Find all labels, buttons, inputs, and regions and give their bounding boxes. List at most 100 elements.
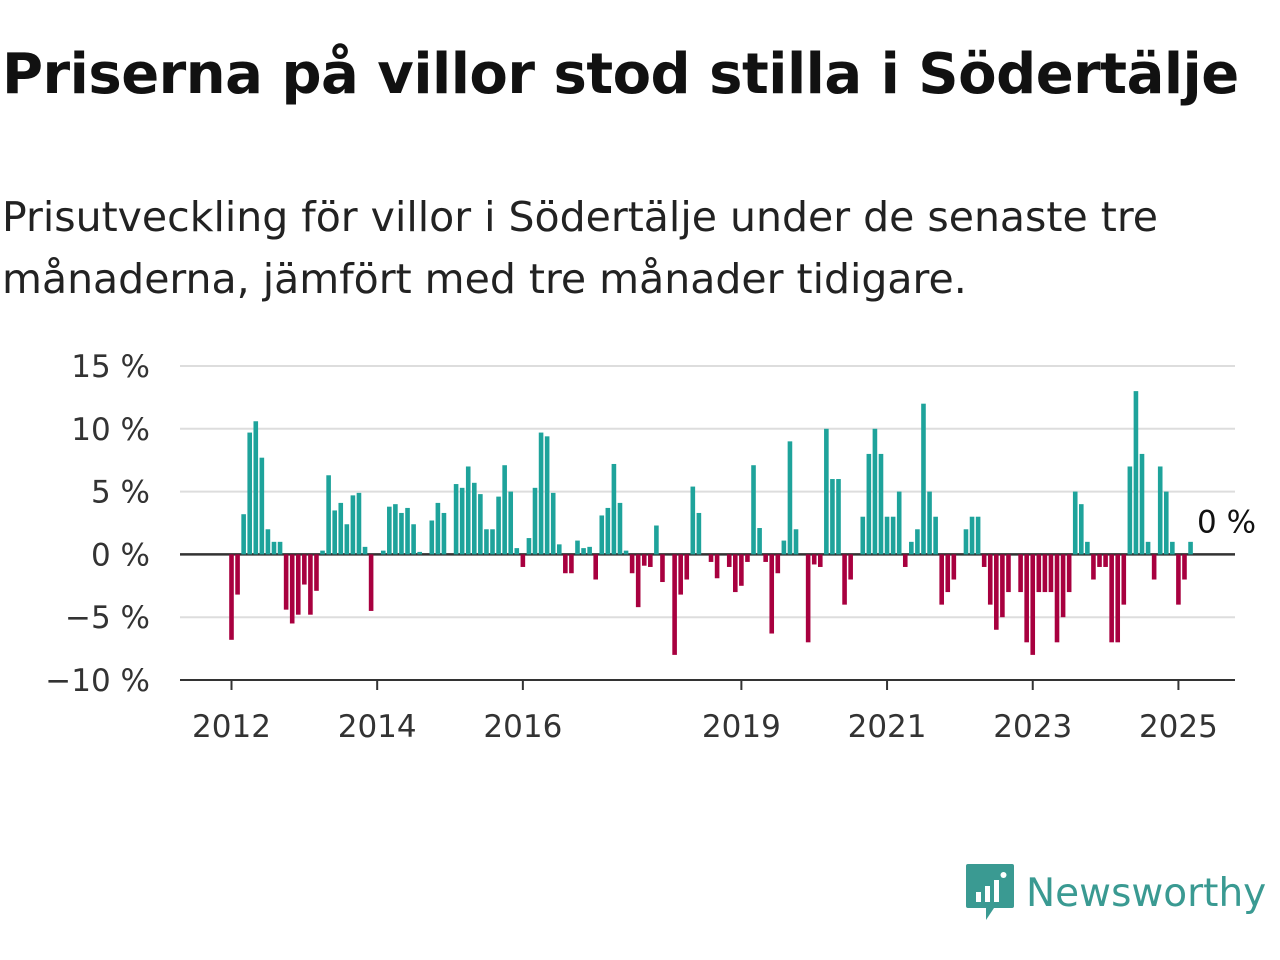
bar	[496, 496, 501, 555]
bar	[629, 554, 635, 574]
bar	[975, 516, 981, 555]
bar	[465, 466, 471, 555]
bar	[635, 554, 641, 608]
bar	[314, 554, 319, 591]
bar	[1170, 541, 1175, 555]
bar	[1127, 466, 1133, 555]
y-tick-label: 0 %	[91, 537, 150, 573]
x-axis: 2012 2014 2016 2019 2021 2023 2025	[180, 679, 1235, 745]
bar	[1000, 554, 1005, 618]
bar	[502, 465, 507, 555]
bar	[569, 554, 574, 574]
bar	[435, 502, 441, 555]
bar	[617, 502, 623, 555]
bar	[556, 544, 562, 555]
bar	[508, 491, 514, 555]
bar	[387, 506, 392, 555]
brand-name: Newsworthy	[1026, 870, 1267, 916]
y-tick-label: −5 %	[65, 600, 150, 636]
bar	[890, 516, 896, 555]
bar	[1121, 554, 1127, 605]
bar	[884, 516, 890, 555]
bar	[532, 487, 538, 555]
bar	[563, 554, 568, 574]
bar	[484, 529, 489, 555]
bar	[326, 475, 331, 555]
bar	[453, 484, 459, 555]
bar	[271, 541, 277, 555]
bar	[951, 554, 957, 580]
bar	[939, 554, 944, 605]
bar	[247, 432, 253, 555]
bar	[763, 554, 768, 562]
bar	[1024, 554, 1029, 643]
bar	[235, 554, 240, 595]
bar	[654, 525, 659, 555]
y-tick-label: 15 %	[71, 349, 150, 385]
bar	[472, 482, 477, 555]
bar-chart: 15 % 10 % 5 % 0 % −5 % −10 % 2012 2014 2016 2019…	[45, 349, 1257, 745]
bar	[678, 554, 683, 595]
bar	[411, 524, 416, 555]
bar	[344, 524, 350, 555]
bar	[1157, 466, 1163, 555]
bar	[726, 554, 732, 567]
bar	[1115, 554, 1121, 643]
bar	[1072, 491, 1078, 555]
bar	[757, 528, 762, 555]
bar	[1163, 491, 1169, 555]
bar	[696, 512, 702, 555]
bar	[1085, 541, 1090, 555]
bar	[969, 516, 975, 555]
bar	[587, 546, 592, 555]
bar	[338, 502, 344, 555]
bar	[660, 554, 665, 583]
bar	[393, 504, 398, 555]
bar	[787, 441, 793, 555]
bar	[405, 507, 410, 555]
bar	[860, 516, 866, 555]
bar	[265, 529, 271, 555]
bar	[945, 554, 951, 593]
bar	[805, 554, 811, 643]
bar	[1060, 554, 1066, 618]
newsworthy-logo[interactable]: Newsworthy	[964, 862, 1266, 924]
bar	[429, 520, 435, 555]
bar	[866, 453, 872, 555]
bar	[593, 554, 598, 580]
bar	[1054, 554, 1060, 643]
x-tick-label: 2025	[1139, 709, 1218, 745]
bar	[878, 453, 884, 555]
bar	[751, 465, 756, 555]
bar	[830, 479, 835, 555]
bar	[283, 554, 289, 610]
bar	[781, 540, 787, 555]
bar	[320, 550, 325, 555]
bar	[824, 428, 829, 555]
bar	[1018, 554, 1023, 593]
bar	[514, 548, 520, 555]
bar	[259, 457, 265, 555]
bar	[714, 554, 720, 579]
bar	[811, 554, 817, 565]
bar	[817, 554, 823, 567]
bar	[581, 548, 586, 555]
bar	[356, 492, 362, 555]
bar	[1042, 554, 1048, 593]
bar	[1048, 554, 1054, 593]
bar	[641, 554, 647, 566]
y-tick-label: −10 %	[45, 663, 150, 699]
bar	[915, 529, 920, 555]
bar	[921, 403, 926, 555]
bar	[332, 510, 337, 555]
bar	[399, 512, 404, 555]
bar	[775, 554, 781, 574]
bar	[544, 436, 550, 555]
bar	[253, 421, 259, 555]
bar	[896, 491, 902, 555]
bar	[1109, 554, 1114, 643]
bar	[550, 492, 556, 555]
bar	[836, 479, 841, 555]
bar	[520, 554, 526, 567]
bar	[289, 554, 295, 624]
